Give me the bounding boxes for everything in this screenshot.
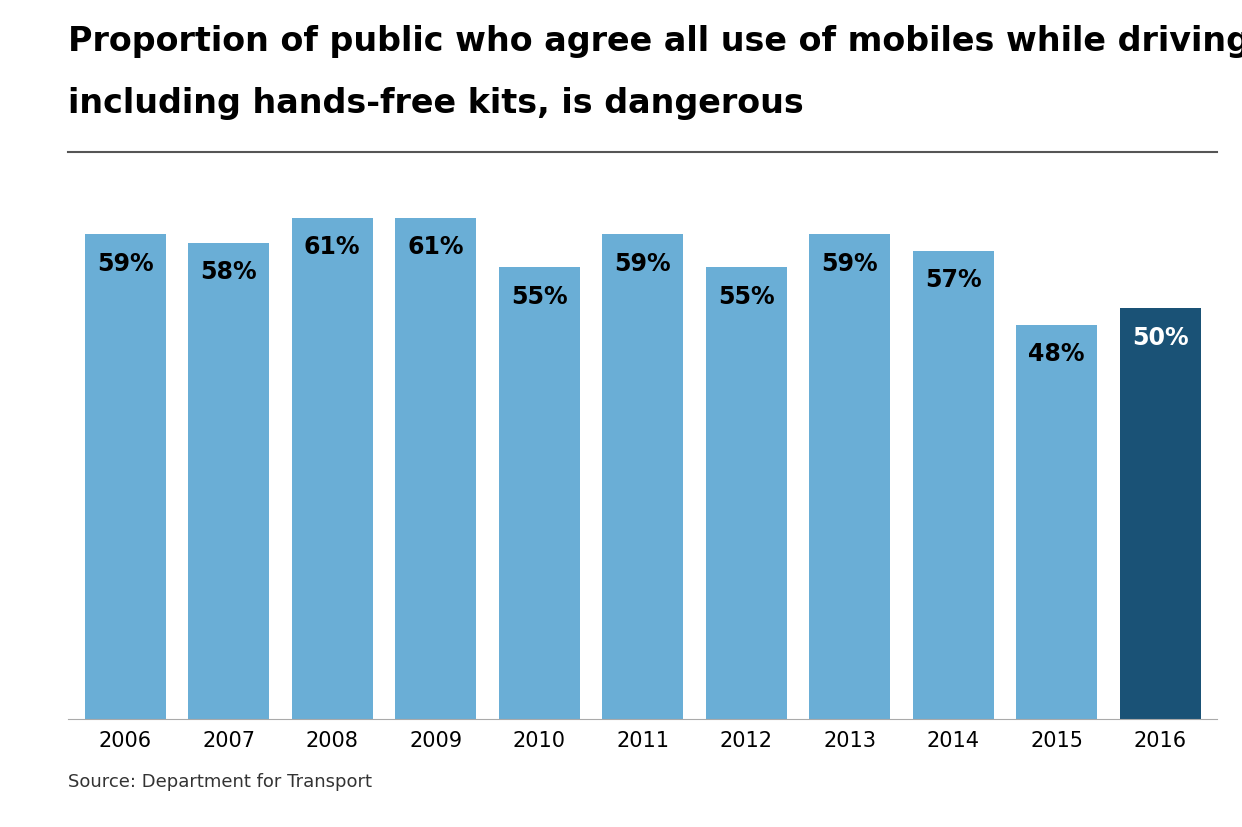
Text: PA: PA bbox=[1149, 774, 1192, 804]
Bar bbox=[705, 268, 786, 719]
Bar bbox=[84, 235, 165, 719]
Bar bbox=[499, 268, 580, 719]
Text: Proportion of public who agree all use of mobiles while driving,: Proportion of public who agree all use o… bbox=[68, 25, 1242, 58]
Bar bbox=[395, 218, 476, 719]
Text: 50%: 50% bbox=[1131, 326, 1189, 350]
Text: 59%: 59% bbox=[97, 251, 154, 275]
Text: 55%: 55% bbox=[510, 284, 568, 308]
Bar bbox=[913, 251, 994, 719]
Text: 48%: 48% bbox=[1028, 342, 1086, 366]
Bar bbox=[292, 218, 373, 719]
Text: 55%: 55% bbox=[718, 284, 775, 308]
Bar bbox=[602, 235, 683, 719]
Text: 59%: 59% bbox=[615, 251, 671, 275]
Bar bbox=[189, 243, 270, 719]
Text: Source: Department for Transport: Source: Department for Transport bbox=[68, 772, 373, 791]
Bar bbox=[1016, 326, 1097, 719]
Text: 59%: 59% bbox=[821, 251, 878, 275]
Text: 61%: 61% bbox=[407, 235, 465, 259]
Text: 58%: 58% bbox=[200, 260, 257, 284]
Bar bbox=[810, 235, 891, 719]
Text: 57%: 57% bbox=[925, 268, 981, 292]
Bar bbox=[1120, 309, 1201, 719]
Text: including hands-free kits, is dangerous: including hands-free kits, is dangerous bbox=[68, 87, 804, 120]
Text: 61%: 61% bbox=[304, 235, 360, 259]
